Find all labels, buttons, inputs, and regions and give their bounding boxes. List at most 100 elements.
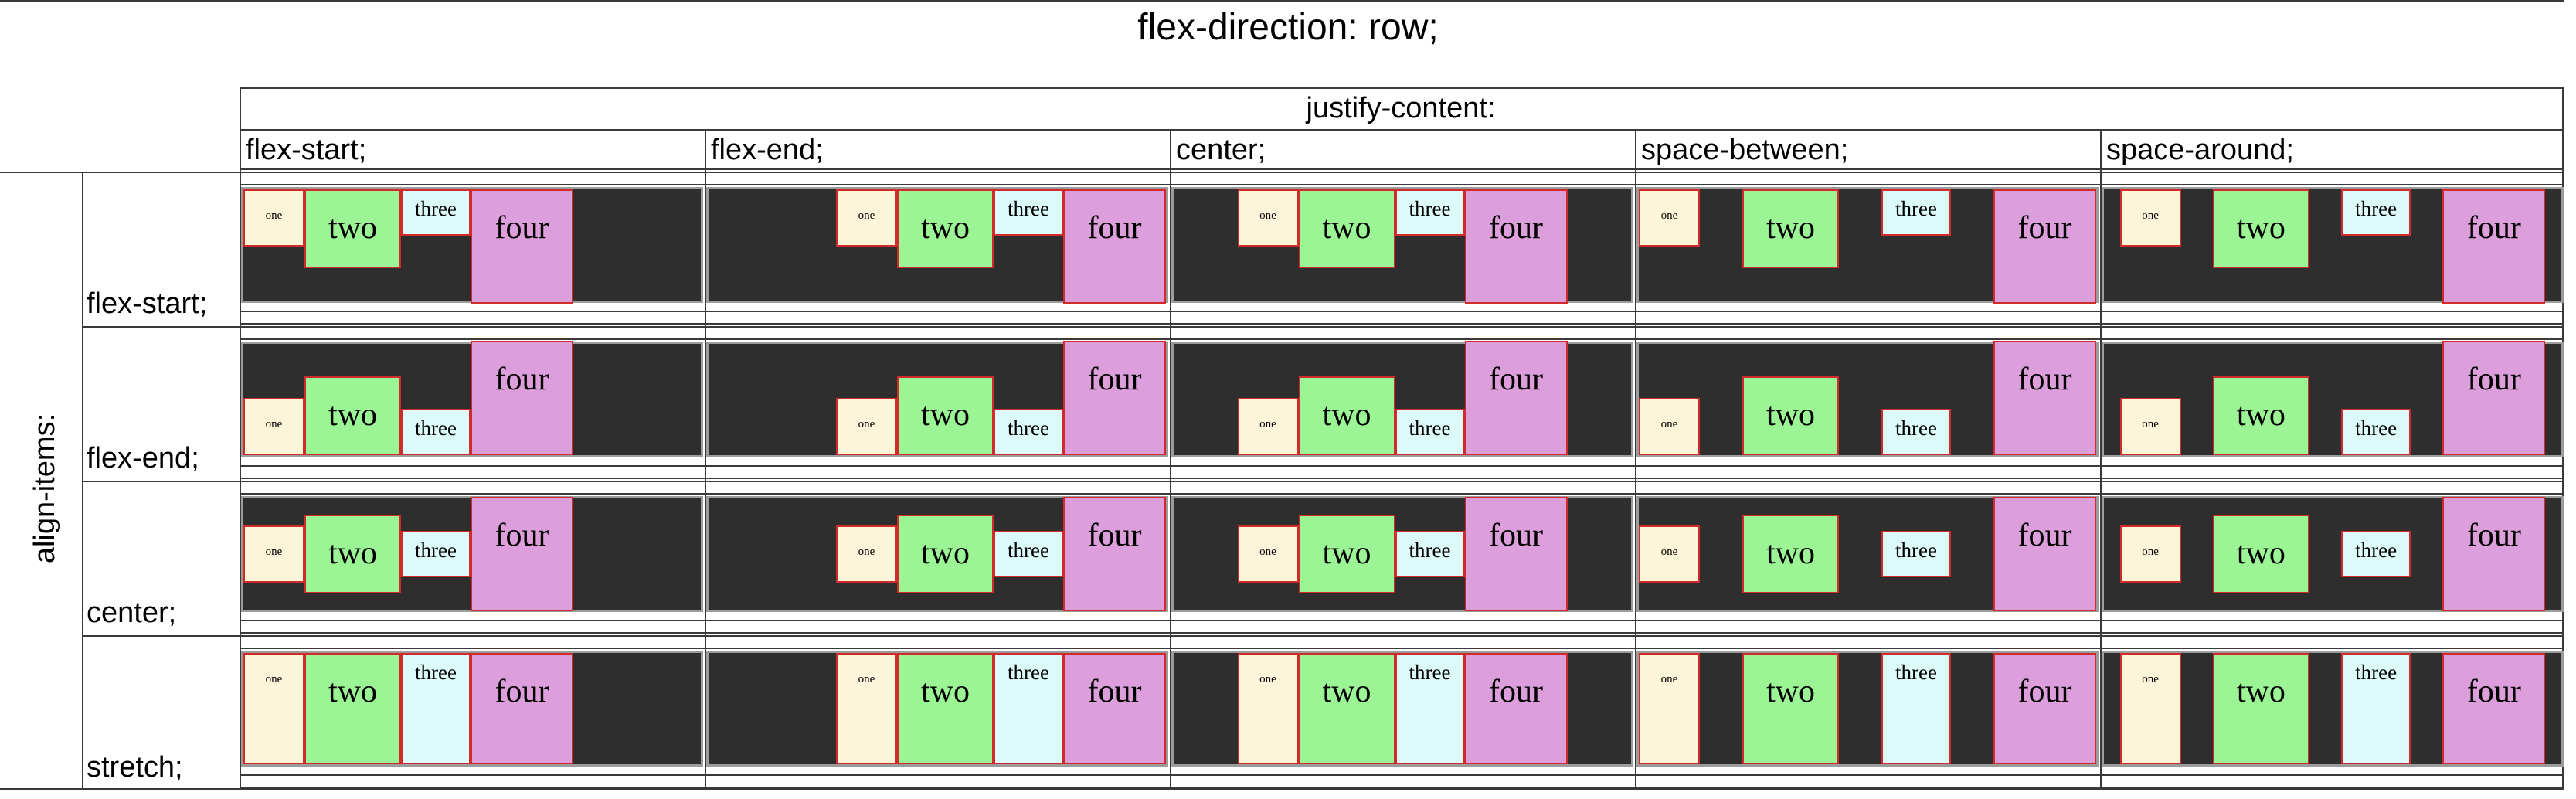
flex-item-two: two <box>2212 515 2309 593</box>
flex-item-three: three <box>401 531 471 577</box>
flex-item-four: four <box>2442 341 2546 455</box>
flex-item-label: one <box>1259 673 1276 685</box>
flex-container-center-space-between: one two three four <box>1636 496 2099 612</box>
flex-item-label: four <box>2466 362 2521 397</box>
flex-item-label: four <box>1489 674 1543 709</box>
flex-item-two: two <box>304 376 401 455</box>
flex-item-label: one <box>1660 546 1678 558</box>
flex-container-stretch-space-between: one two three four <box>1636 651 2099 767</box>
flex-item-four: four <box>1063 653 1166 764</box>
flex-item-one: one <box>836 653 897 764</box>
flex-item-label: two <box>1322 210 1371 246</box>
flex-item-four: four <box>1993 497 2096 611</box>
flex-container-flex-start-space-around: one two three four <box>2102 187 2564 304</box>
flex-item-three: three <box>1395 409 1465 455</box>
flex-item-two: two <box>304 515 401 593</box>
flex-item-label: four <box>494 518 549 553</box>
flex-item-one: one <box>1639 525 1700 583</box>
flex-item-one: one <box>836 189 897 246</box>
flex-item-label: one <box>265 418 283 430</box>
flex-container-flex-end-flex-end: one two three four <box>706 341 1168 457</box>
flex-container-flex-end-center: one two three four <box>1171 341 1633 457</box>
grid-line <box>240 311 2564 312</box>
flex-item-label: four <box>2017 362 2072 397</box>
flex-item-two: two <box>897 653 994 764</box>
grid-line <box>1635 129 1636 788</box>
flex-item-label: three <box>2355 416 2398 440</box>
flex-item-one: one <box>836 398 897 455</box>
flex-container-flex-end-space-around: one two three four <box>2102 341 2564 457</box>
flex-item-three: three <box>2341 189 2411 236</box>
flex-item-label: four <box>1489 518 1543 553</box>
flex-item-label: one <box>2142 209 2159 222</box>
grid-line <box>240 632 2564 634</box>
grid-line <box>82 481 2564 482</box>
flex-container-center-space-around: one two three four <box>2102 496 2564 612</box>
flex-container-flex-start-flex-start: one two three four <box>241 187 703 304</box>
flex-item-label: three <box>1008 197 1049 220</box>
flex-item-label: two <box>921 210 970 246</box>
flex-container-center-flex-start: one two three four <box>241 496 703 612</box>
flex-item-three: three <box>1881 189 1951 236</box>
flex-container-center-center: one two three four <box>1171 496 1633 612</box>
flex-item-four: four <box>1993 189 2096 304</box>
flex-item-label: four <box>2466 674 2521 709</box>
flex-container-stretch-flex-end: one two three four <box>706 651 1168 767</box>
flex-item-label: two <box>921 674 970 709</box>
flex-item-four: four <box>1993 653 2096 764</box>
flex-item-label: two <box>1766 674 1815 709</box>
flex-item-label: one <box>858 418 875 430</box>
flex-item-label: one <box>2142 418 2159 430</box>
flex-item-two: two <box>897 376 994 455</box>
flex-container-flex-start-flex-end: one two three four <box>706 187 1168 304</box>
flex-item-label: one <box>2142 546 2159 558</box>
flex-item-one: one <box>243 653 304 764</box>
flex-item-label: two <box>1322 674 1371 709</box>
flex-container-stretch-flex-start: one two three four <box>241 651 703 767</box>
flex-item-two: two <box>1298 515 1395 593</box>
grid-line <box>240 620 2564 621</box>
flex-item-label: two <box>921 397 970 433</box>
flex-item-two: two <box>897 515 994 593</box>
flex-item-label: four <box>494 210 549 246</box>
flex-item-label: one <box>858 209 875 222</box>
flex-item-two: two <box>1298 653 1395 764</box>
flex-item-label: three <box>2355 197 2398 220</box>
flex-item-three: three <box>401 409 471 455</box>
column-label-space-between: space-between; <box>1641 134 1849 166</box>
flex-item-two: two <box>897 189 994 268</box>
grid-line <box>240 184 2564 185</box>
flex-item-label: two <box>2236 397 2285 433</box>
justify-content-header: justify-content: <box>1306 92 1496 124</box>
flex-item-label: one <box>858 673 875 685</box>
flex-item-label: two <box>1766 210 1815 246</box>
row-label-flex-end: flex-end; <box>87 442 199 474</box>
flex-item-one: one <box>2119 398 2181 455</box>
column-label-flex-end: flex-end; <box>711 134 824 166</box>
flex-item-label: two <box>328 674 377 709</box>
flex-item-label: three <box>415 416 457 440</box>
grid-line <box>240 478 2564 479</box>
flex-item-four: four <box>471 653 573 764</box>
flex-item-label: two <box>921 536 970 571</box>
grid-line <box>240 648 2564 649</box>
flex-item-label: three <box>1409 539 1451 562</box>
flex-item-label: three <box>1008 416 1049 440</box>
grid-line <box>0 788 2564 790</box>
flex-item-label: one <box>1259 418 1276 430</box>
grid-line <box>240 465 2564 467</box>
flex-item-two: two <box>1742 376 1839 455</box>
grid-line <box>240 787 2564 788</box>
flex-container-flex-start-center: one two three four <box>1171 187 1633 304</box>
flex-item-label: four <box>2466 518 2521 553</box>
flex-item-one: one <box>1639 653 1700 764</box>
grid-line <box>240 129 2564 131</box>
grid-line <box>240 168 2564 170</box>
flex-item-three: three <box>2341 409 2411 455</box>
flex-item-label: two <box>328 536 377 571</box>
flex-item-one: one <box>836 525 897 583</box>
flex-item-label: four <box>1087 362 1142 397</box>
flex-item-label: two <box>2236 210 2285 246</box>
flex-item-four: four <box>1464 341 1568 455</box>
